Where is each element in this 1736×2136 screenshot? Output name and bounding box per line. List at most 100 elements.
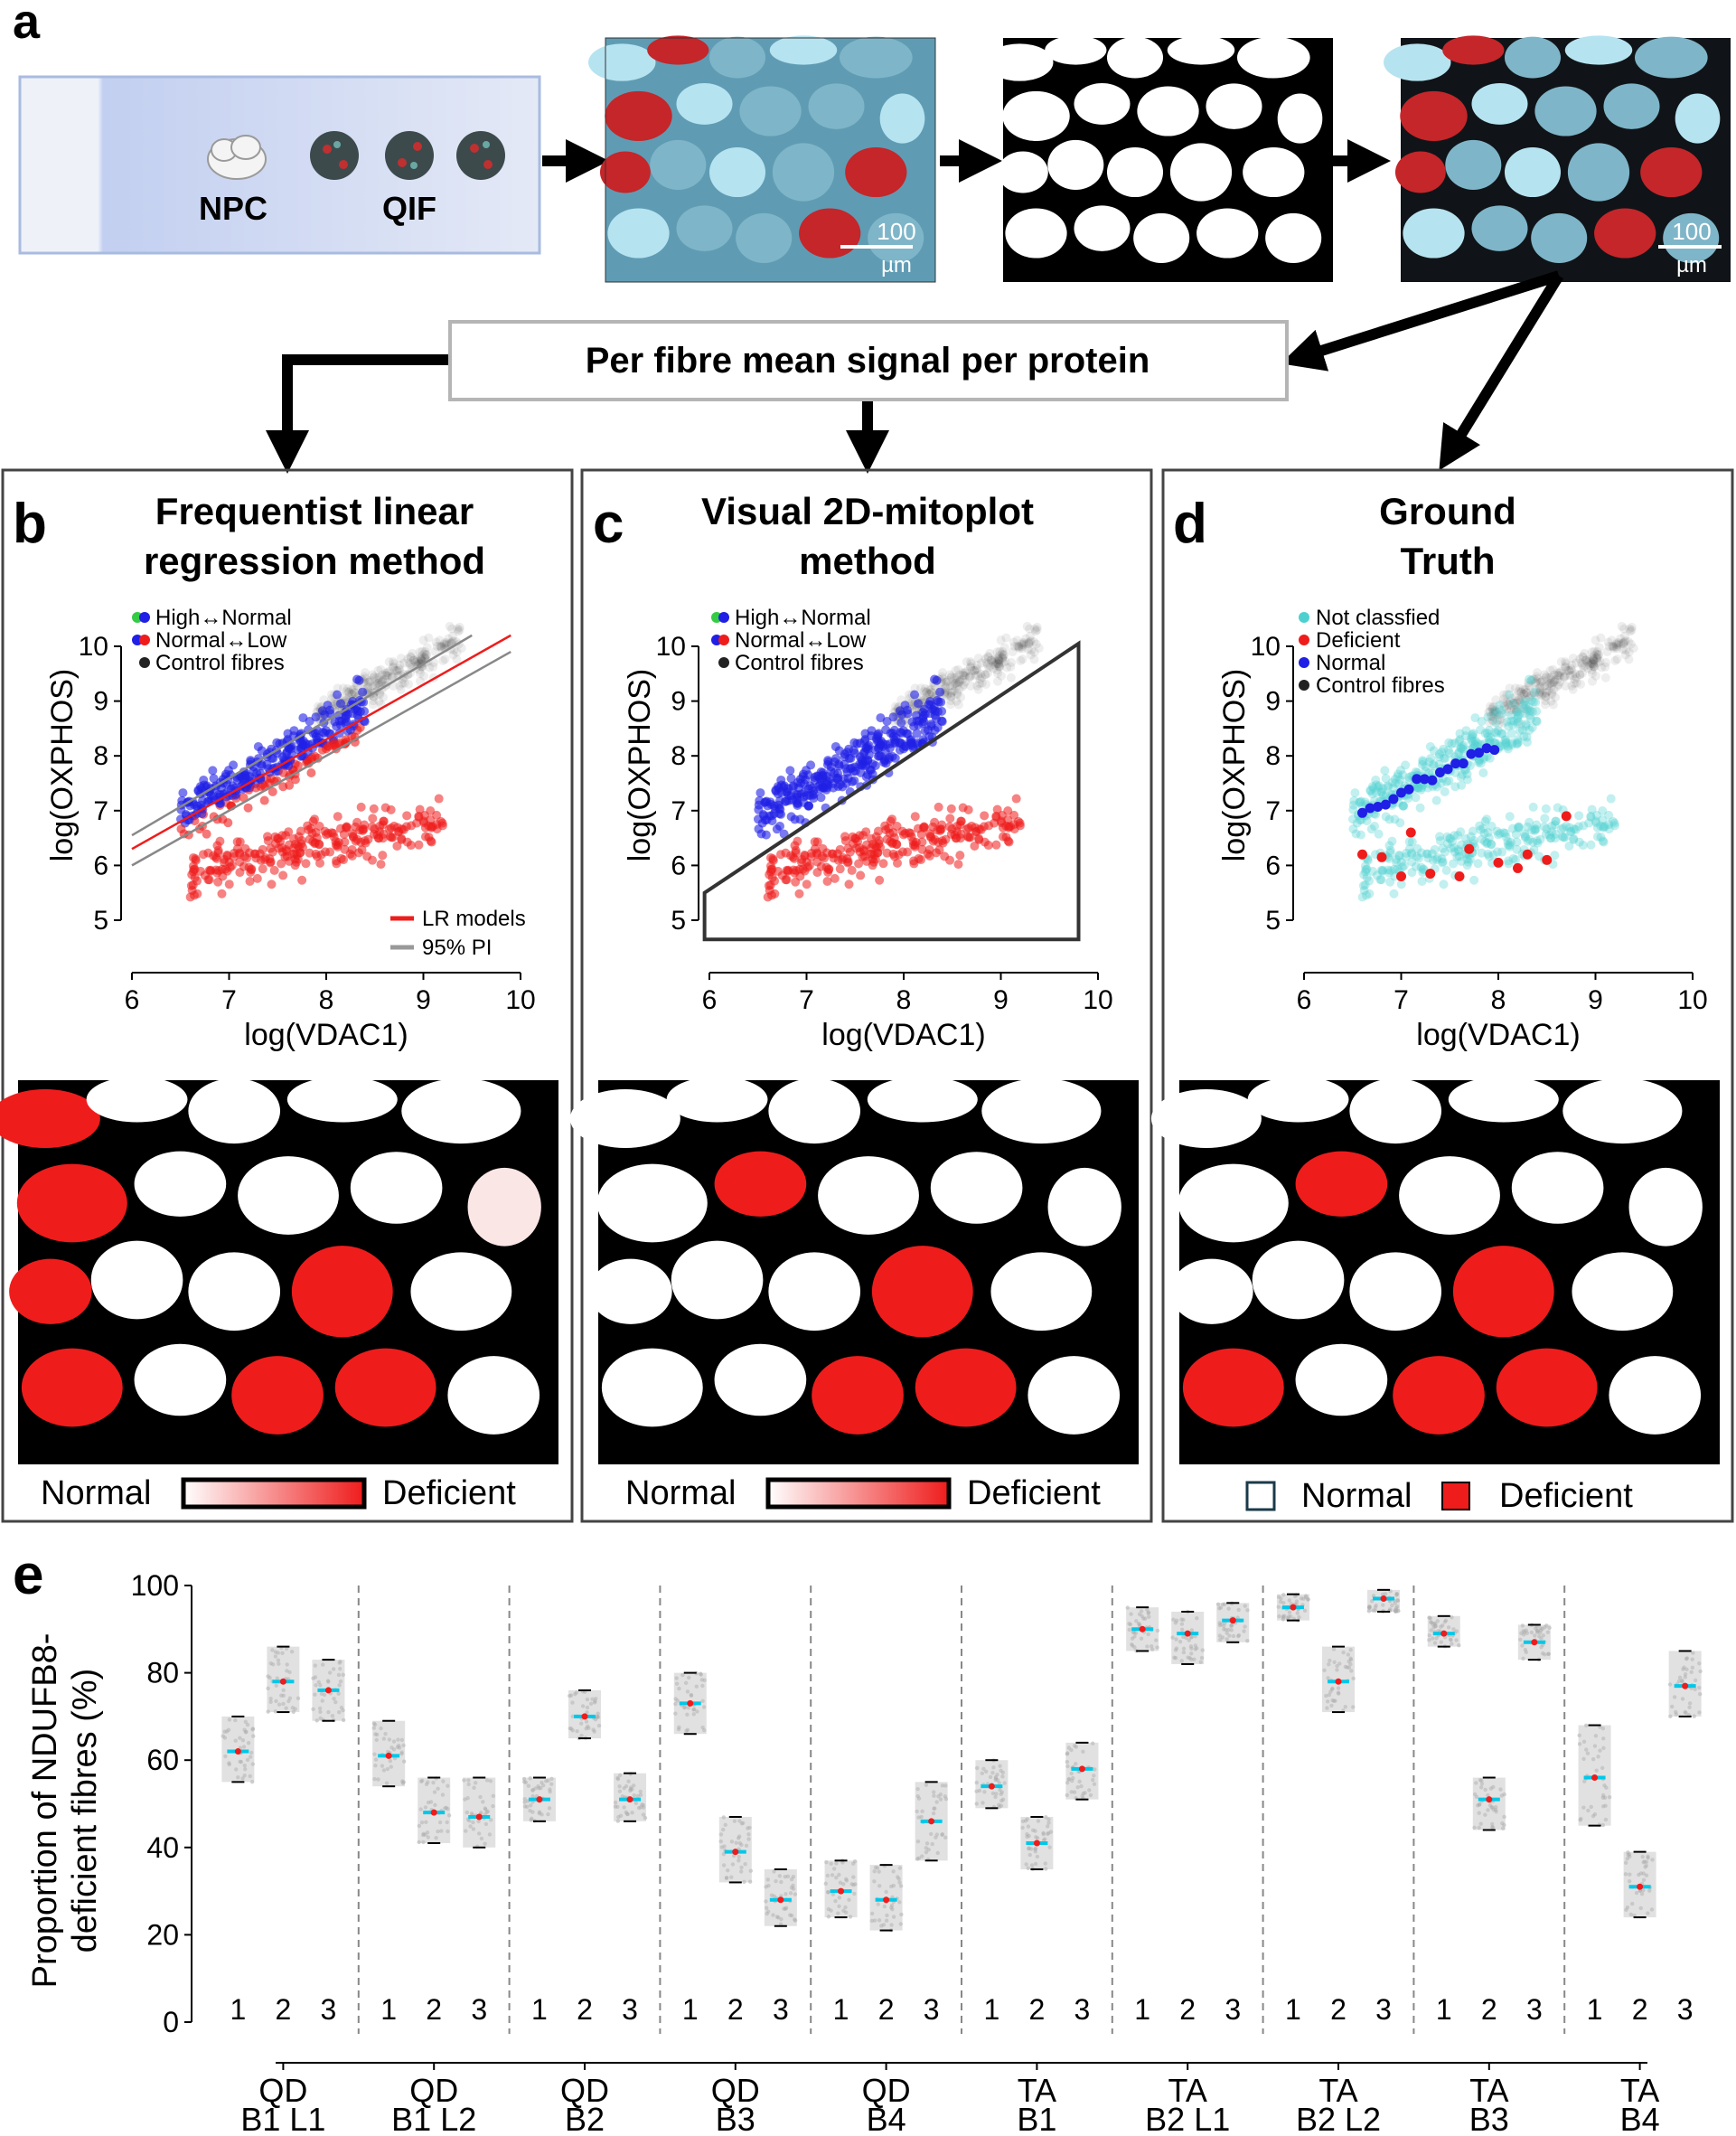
control-point [374,696,384,706]
control-point [965,657,975,667]
fibre-cell [1196,208,1259,259]
control-point [1580,648,1590,658]
control-point [992,668,1002,678]
legend-b-item-2: Normal↔Low [155,628,287,653]
control-point [396,684,406,694]
control-point [399,658,409,668]
fibre-point [1497,729,1506,739]
control-point [995,646,1005,656]
fibre-cell [839,36,913,79]
fibre-point [1461,833,1471,843]
fibre-cell [134,1151,227,1217]
control-point [1578,668,1588,678]
control-point [1494,704,1504,714]
fibre-point [218,814,228,824]
fibre-point [1599,822,1609,832]
control-point [981,670,990,680]
control-point [1009,642,1019,652]
control-point [1590,646,1600,656]
control-point [1612,644,1622,654]
fibre-cell [1394,151,1446,193]
control-point [1488,709,1498,719]
control-point [448,650,458,660]
control-point [1493,716,1503,726]
control-point [1526,675,1536,685]
lr-model-line [131,634,511,851]
fibre-cell [410,1252,512,1331]
control-point [981,654,990,664]
fibre-cell [134,1343,227,1416]
fibre-point [215,836,225,846]
control-point [951,665,961,675]
control-point [1559,672,1569,682]
fibre-map-b [0,1076,558,1464]
control-point [442,638,452,648]
fibre-point [1484,833,1494,842]
fibre-point [1564,823,1574,833]
control-point [1553,682,1562,692]
estimate-point [1440,1630,1448,1637]
fibre-point [1506,837,1515,847]
control-point [404,679,414,689]
fibre-point [239,793,249,803]
fibre-point [358,687,368,697]
fibre-point [1539,822,1549,832]
control-point [1031,639,1041,649]
fibre-point [1525,817,1534,827]
y-tick-label: 60 [146,1744,179,1776]
control-point [395,665,405,675]
fibre-point [1427,849,1437,859]
control-point [1511,683,1521,693]
control-point [1625,624,1635,634]
fibre-point [271,839,281,849]
control-point [1565,671,1575,681]
x-axis-label: log(VDAC1) [1416,1018,1580,1052]
fibre-point [1514,822,1524,832]
fibre-point [296,848,305,858]
control-point [369,673,379,682]
fibre-point [1608,816,1618,826]
fibre-cell [768,1252,861,1331]
control-point [1533,668,1543,678]
fibre-point [369,804,379,814]
sample-label: 3 [471,1993,487,2026]
control-point [1504,701,1514,710]
fibre-point [1441,865,1451,875]
control-point [1535,685,1545,695]
fibre-point [1453,831,1463,841]
fibre-point [816,793,826,803]
fibre-point [1479,828,1489,838]
control-point [440,638,450,648]
control-point [947,687,957,697]
fibre-point [1531,697,1541,707]
control-point [1509,704,1519,714]
control-point [379,692,389,702]
fibre-point [996,816,1006,826]
control-point [1024,638,1034,648]
estimate-point [475,1813,483,1821]
legend-d-item-1: Not classfied [1316,606,1440,630]
fibre-point [1404,837,1414,847]
control-point [1624,636,1634,646]
deficient-point [1405,827,1416,838]
control-point [958,668,968,678]
estimate-point [1486,1796,1493,1803]
fibre-point [1357,892,1367,902]
fibre-cell [1634,36,1708,79]
fibre-point [1384,841,1394,851]
control-point [1620,650,1630,660]
control-point [1591,671,1600,681]
fibre-point [770,889,780,899]
deficient-point [1454,871,1465,882]
fibre-point [1477,834,1487,844]
fibre-point [1416,862,1426,872]
fibre-point [288,849,298,859]
control-point [1511,704,1521,714]
control-point [1541,692,1551,701]
posterior-cloud [1171,1611,1205,1664]
fibre-point [856,767,866,777]
control-point [966,662,976,672]
fibre-point [1604,810,1614,820]
fibre-cell [291,1246,393,1338]
sample-label: 1 [983,1993,999,2026]
